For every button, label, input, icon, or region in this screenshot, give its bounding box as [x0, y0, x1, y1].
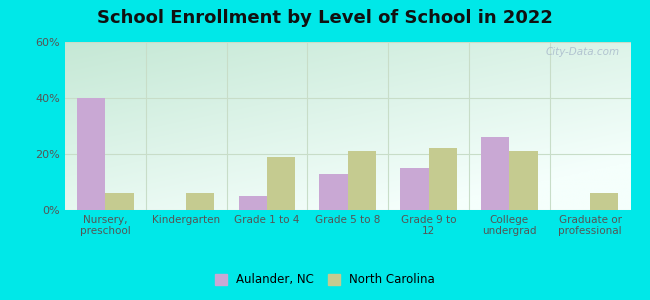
- Bar: [590, 193, 618, 210]
- Bar: [400, 168, 428, 210]
- Legend: Aulander, NC, North Carolina: Aulander, NC, North Carolina: [210, 269, 440, 291]
- Text: School Enrollment by Level of School in 2022: School Enrollment by Level of School in …: [97, 9, 553, 27]
- Bar: [239, 196, 267, 210]
- Bar: [77, 98, 105, 210]
- Bar: [348, 151, 376, 210]
- Bar: [320, 174, 348, 210]
- Bar: [186, 193, 214, 210]
- Bar: [510, 151, 538, 210]
- Bar: [428, 148, 457, 210]
- Bar: [267, 157, 295, 210]
- Text: City-Data.com: City-Data.com: [545, 47, 619, 57]
- Bar: [105, 193, 134, 210]
- Bar: [481, 137, 510, 210]
